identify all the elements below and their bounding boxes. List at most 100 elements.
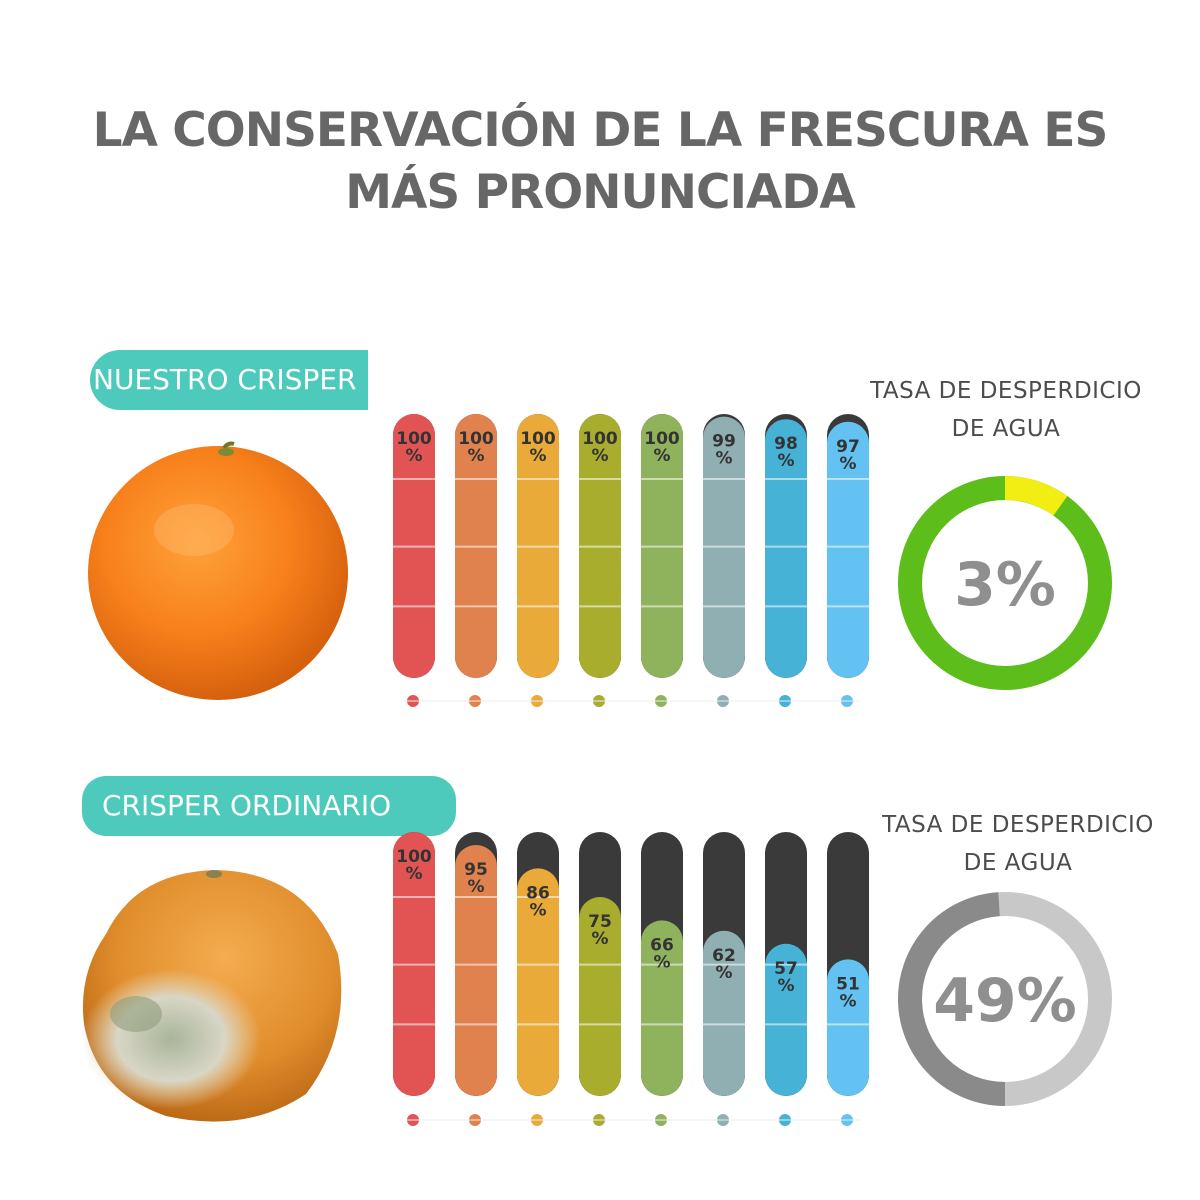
bar-color-dot (469, 695, 481, 707)
bar-value-unit: % (777, 976, 794, 996)
bar-value-unit: % (529, 446, 546, 466)
bar-value-unit: % (715, 449, 732, 469)
bar-value-label: 100 (396, 429, 432, 449)
ordinary-crisper-label: CRISPER ORDINARIO (82, 776, 456, 836)
bar-color-dot (469, 1114, 481, 1126)
bar-value-label: 51 (836, 974, 860, 994)
bar-value-label: 100 (396, 847, 432, 867)
bar (393, 414, 435, 678)
bar-value-label: 99 (712, 432, 736, 452)
bar-value-label: 100 (644, 429, 680, 449)
bar-group (765, 832, 807, 1096)
bar-color-dot (717, 1114, 729, 1126)
bar-value-unit: % (467, 446, 484, 466)
waste-rate-donut: 3% (898, 476, 1112, 690)
waste-rate-value: 3% (954, 550, 1056, 620)
bar-empty (455, 414, 497, 678)
donut-waste-segment (1004, 476, 1068, 516)
bar (641, 920, 683, 1096)
waste-rate-donut-ordinary: 49% (898, 892, 1112, 1106)
bar-value-unit: % (653, 446, 670, 466)
bar-empty (827, 832, 869, 1096)
bar (641, 414, 683, 678)
bar-value-label: 100 (582, 429, 618, 449)
bar-color-dot (407, 1114, 419, 1126)
bar (703, 416, 745, 678)
bar-empty (579, 832, 621, 1096)
bar-group (517, 832, 559, 1096)
bar-color-dot (717, 695, 729, 707)
bar-value-unit: % (405, 446, 422, 466)
fresh-orange-image (88, 441, 348, 700)
bar-empty (517, 832, 559, 1096)
waste-rate-title-line2: DE AGUA (951, 416, 1061, 442)
bar-color-dot (841, 1114, 853, 1126)
bar (393, 832, 435, 1096)
bar-value-unit: % (591, 929, 608, 949)
bar-empty (703, 832, 745, 1096)
waste-rate-title-line1: TASA DE DESPERDICIO (870, 378, 1142, 404)
bar (827, 421, 869, 678)
bar (827, 959, 869, 1096)
bar-value-label: 66 (650, 935, 674, 955)
waste-rate-title-line1: TASA DE DESPERDICIO (882, 812, 1154, 838)
bar-value-unit: % (715, 963, 732, 983)
bar-group (455, 414, 497, 678)
donut-waste-segment (898, 892, 1006, 1106)
bar-group (827, 414, 869, 678)
bar-color-dot (841, 695, 853, 707)
bar-color-dot (779, 695, 791, 707)
bar-value-label: 62 (712, 946, 736, 966)
bar-value-unit: % (777, 451, 794, 471)
bar-group (517, 414, 559, 678)
bar-value-label: 95 (464, 860, 488, 880)
bar-color-dot (531, 1114, 543, 1126)
bar-group (641, 414, 683, 678)
bar-value-label: 100 (520, 429, 556, 449)
bar-group (393, 414, 435, 678)
bar-group (641, 832, 683, 1096)
bar-value-unit: % (591, 446, 608, 466)
bar-value-unit: % (653, 952, 670, 972)
bar-color-dot (655, 1114, 667, 1126)
bar-value-unit: % (839, 454, 856, 474)
bar-value-label: 57 (774, 959, 798, 979)
bar (765, 943, 807, 1096)
bar-empty (579, 414, 621, 678)
bar (579, 414, 621, 678)
bar-color-dot (593, 1114, 605, 1126)
moldy-orange-image (81, 870, 342, 1122)
bar-empty (517, 414, 559, 678)
bar-color-dot (531, 695, 543, 707)
bar-group (579, 414, 621, 678)
bar-color-dot (593, 695, 605, 707)
bar-empty (641, 414, 683, 678)
bar-value-label: 100 (458, 429, 494, 449)
bar-value-unit: % (467, 877, 484, 897)
waste-rate-title-ordinary: TASA DE DESPERDICIO DE AGUA (868, 806, 1168, 882)
bar-value-label: 98 (774, 434, 798, 454)
bar-value-unit: % (839, 991, 856, 1011)
bar-group (703, 832, 745, 1096)
bar (765, 419, 807, 678)
bar-group (455, 832, 497, 1096)
bar (455, 845, 497, 1096)
bar-value-unit: % (405, 864, 422, 884)
bar-group (827, 832, 869, 1096)
bar-color-dot (407, 695, 419, 707)
bar (517, 414, 559, 678)
waste-rate-title: TASA DE DESPERDICIO DE AGUA (856, 372, 1156, 448)
bar (703, 930, 745, 1096)
bar-empty (827, 414, 869, 678)
bar-group (703, 414, 745, 678)
bar-empty (455, 832, 497, 1096)
bar-empty (765, 832, 807, 1096)
bar (517, 868, 559, 1096)
bar-color-dot (779, 1114, 791, 1126)
bar-value-label: 86 (526, 883, 550, 903)
bar (579, 897, 621, 1096)
bar-empty (393, 832, 435, 1096)
bar-empty (703, 414, 745, 678)
waste-rate-value: 49% (933, 966, 1077, 1036)
waste-rate-title-line2: DE AGUA (963, 850, 1073, 876)
